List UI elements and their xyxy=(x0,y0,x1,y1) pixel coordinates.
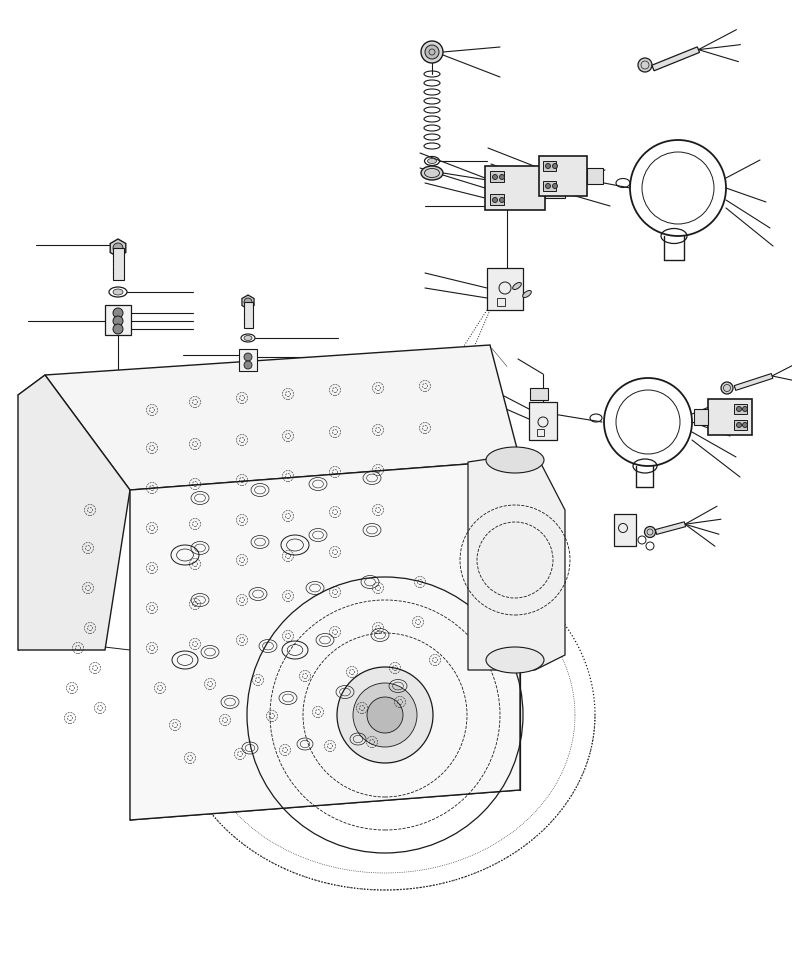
Circle shape xyxy=(638,58,652,72)
Bar xyxy=(545,178,565,198)
Bar xyxy=(694,409,708,425)
Polygon shape xyxy=(130,460,520,820)
Bar xyxy=(734,420,747,430)
Polygon shape xyxy=(734,374,773,390)
Circle shape xyxy=(737,407,741,411)
Polygon shape xyxy=(110,239,126,257)
Circle shape xyxy=(353,683,417,747)
Circle shape xyxy=(244,298,252,306)
Bar xyxy=(239,349,257,371)
Circle shape xyxy=(493,174,497,179)
Polygon shape xyxy=(242,295,254,309)
Bar xyxy=(112,248,124,280)
Polygon shape xyxy=(655,522,686,534)
Circle shape xyxy=(743,407,748,411)
Polygon shape xyxy=(652,46,699,71)
Bar xyxy=(105,305,131,335)
Circle shape xyxy=(113,308,123,318)
Ellipse shape xyxy=(486,447,544,473)
Circle shape xyxy=(113,316,123,326)
Circle shape xyxy=(421,41,443,63)
Bar xyxy=(614,514,636,546)
Circle shape xyxy=(493,197,497,202)
Circle shape xyxy=(737,422,741,428)
Circle shape xyxy=(546,184,550,189)
Circle shape xyxy=(425,45,439,59)
Bar xyxy=(487,268,523,310)
Circle shape xyxy=(113,243,123,253)
Ellipse shape xyxy=(113,289,123,295)
Circle shape xyxy=(113,324,123,334)
Bar xyxy=(497,298,505,306)
Ellipse shape xyxy=(486,647,544,673)
Bar xyxy=(539,156,587,196)
Bar xyxy=(734,404,747,414)
Circle shape xyxy=(337,667,433,763)
Bar xyxy=(243,302,253,328)
Circle shape xyxy=(645,527,656,537)
Circle shape xyxy=(244,361,252,369)
Polygon shape xyxy=(468,452,565,670)
Bar xyxy=(543,161,556,171)
Circle shape xyxy=(500,197,505,202)
Circle shape xyxy=(244,353,252,361)
Bar xyxy=(485,166,545,210)
Bar xyxy=(490,194,504,205)
Bar xyxy=(543,181,556,191)
Bar xyxy=(708,399,752,435)
Bar xyxy=(529,402,557,440)
Circle shape xyxy=(500,174,505,179)
Circle shape xyxy=(367,697,403,733)
Circle shape xyxy=(721,382,733,394)
Ellipse shape xyxy=(244,336,252,341)
Circle shape xyxy=(546,164,550,168)
Bar xyxy=(530,388,548,400)
Polygon shape xyxy=(45,345,520,490)
Ellipse shape xyxy=(512,283,521,289)
Circle shape xyxy=(553,184,558,189)
Circle shape xyxy=(743,422,748,428)
Ellipse shape xyxy=(428,159,436,164)
Bar xyxy=(537,429,544,436)
Bar xyxy=(490,171,504,182)
Polygon shape xyxy=(18,375,130,650)
Bar xyxy=(587,168,603,184)
Ellipse shape xyxy=(421,166,443,180)
Ellipse shape xyxy=(523,290,531,297)
Circle shape xyxy=(553,164,558,168)
